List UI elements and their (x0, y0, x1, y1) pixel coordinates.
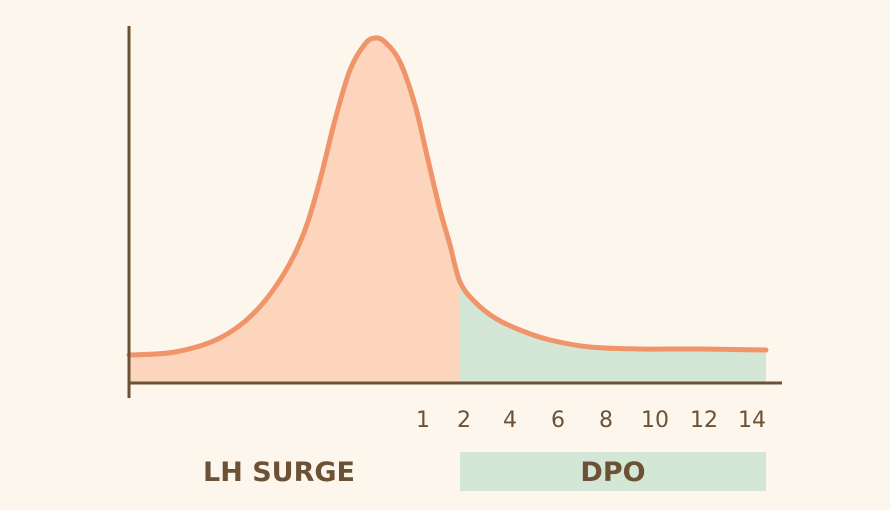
lh-curve-line (126, 35, 769, 358)
x-tick-label: 12 (690, 408, 718, 433)
x-tick-label: 4 (503, 408, 517, 433)
lh-surge-label: LH SURGE (203, 457, 355, 488)
lh-surge-area (129, 37, 460, 384)
x-tick-label: 2 (457, 408, 471, 433)
x-tick-label: 8 (599, 408, 613, 433)
dpo-label: DPO (580, 457, 645, 488)
x-tick-label: 6 (551, 408, 565, 433)
dpo-area (460, 282, 766, 383)
dpo-label-band (460, 452, 766, 491)
x-tick-label: 14 (738, 408, 766, 433)
x-tick-label: 10 (641, 408, 669, 433)
x-tick-label: 1 (416, 408, 430, 433)
